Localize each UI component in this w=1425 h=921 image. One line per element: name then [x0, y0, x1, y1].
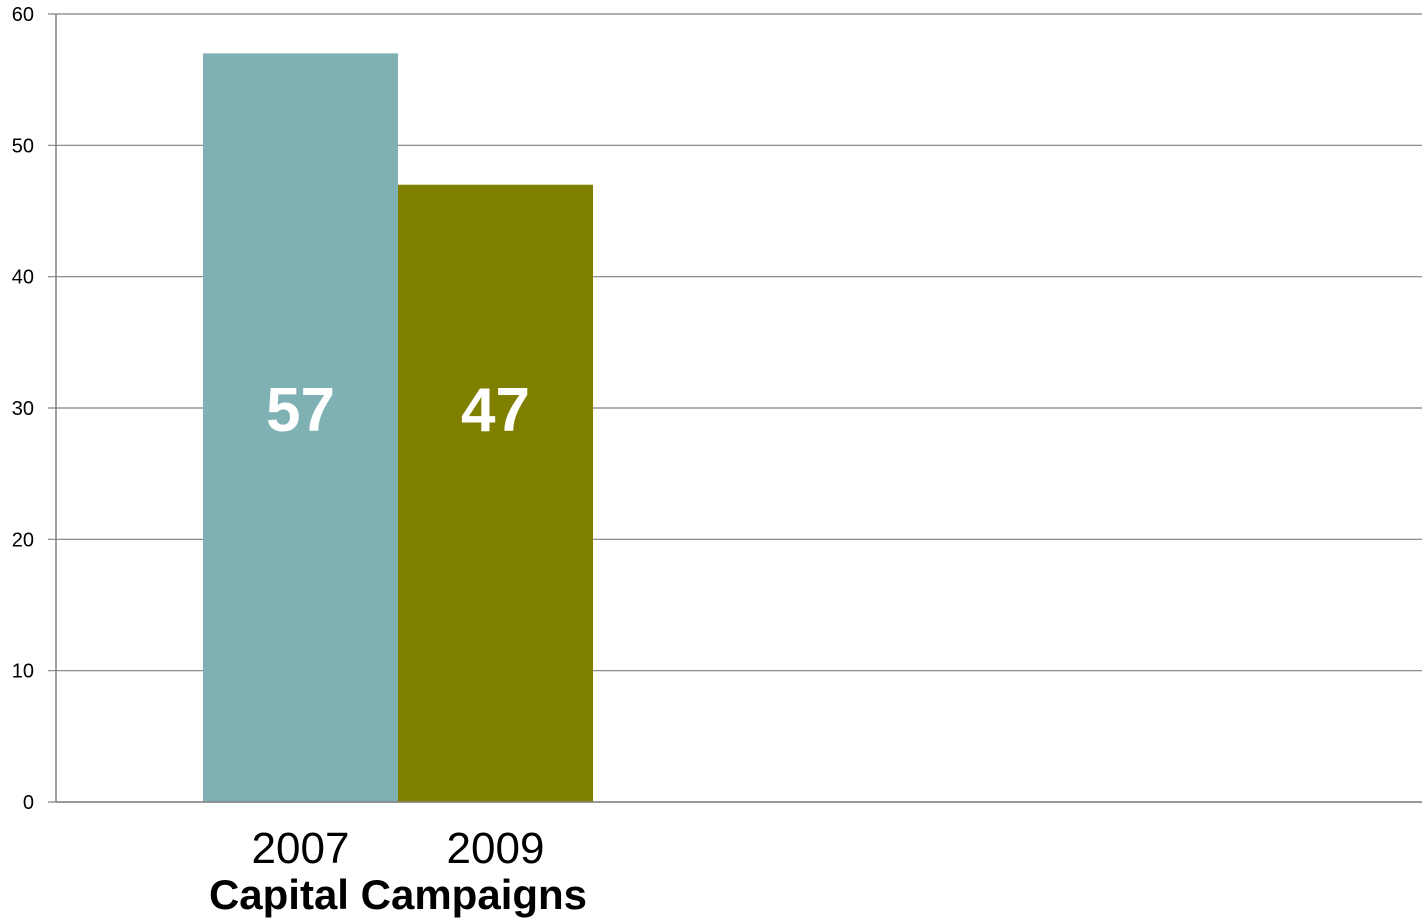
bars [203, 53, 593, 802]
category-label-2009: 2009 [447, 824, 545, 873]
y-tick-label: 50 [12, 135, 34, 157]
y-tick-label: 10 [12, 661, 34, 683]
y-tick-label: 40 [12, 267, 34, 289]
y-tick-label: 30 [12, 398, 34, 420]
category-labels: 2007 2009 [252, 824, 545, 873]
y-axis-ticks: 0 10 20 30 40 50 60 [12, 4, 34, 814]
data-labels: 57 47 [266, 376, 530, 445]
data-label-2009: 47 [461, 376, 530, 445]
y-tick-label: 60 [12, 4, 34, 26]
category-label-2007: 2007 [252, 824, 350, 873]
bar-2009 [398, 184, 593, 802]
y-tick-label: 0 [23, 792, 34, 814]
data-label-2007: 57 [266, 376, 335, 445]
bar-2007 [203, 53, 398, 802]
y-tick-label: 20 [12, 529, 34, 551]
group-label: Capital Campaigns [209, 871, 587, 918]
